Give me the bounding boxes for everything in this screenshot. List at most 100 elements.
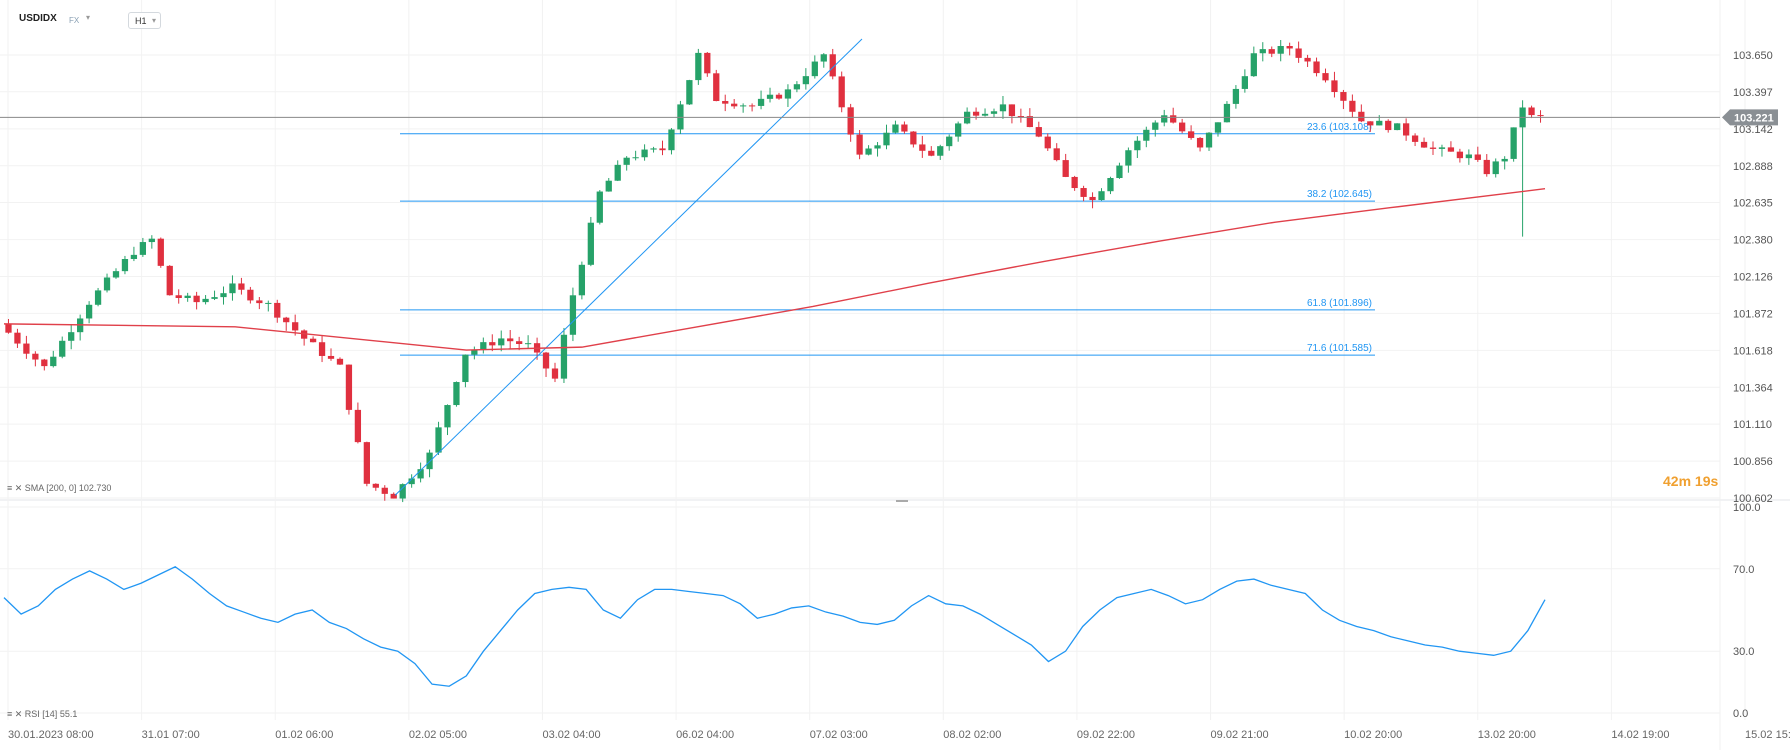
- candle-body: [1232, 88, 1240, 104]
- y-tick-label: 102.635: [1733, 198, 1773, 210]
- candle-body: [524, 343, 532, 345]
- candle-body: [569, 295, 577, 335]
- candle-body: [1402, 123, 1410, 136]
- x-tick-label: 03.02 04:00: [542, 729, 600, 741]
- chevron-down-icon: ▾: [151, 16, 156, 25]
- candle-body: [1465, 154, 1472, 159]
- candle-body: [1322, 73, 1329, 81]
- candle-body: [713, 73, 720, 102]
- indicator-menu-icon[interactable]: ≡ ✕: [7, 483, 25, 493]
- candle-body: [668, 129, 675, 151]
- y-tick-label: 101.364: [1733, 382, 1773, 394]
- candle-body: [121, 259, 129, 272]
- candle-body: [883, 132, 890, 146]
- candle-body: [1474, 154, 1481, 160]
- candle-body: [1438, 147, 1446, 149]
- candle-body: [1179, 122, 1186, 132]
- candle-body: [1205, 132, 1213, 148]
- candle-body: [802, 76, 809, 85]
- candle-body: [578, 264, 586, 296]
- trendline: [394, 38, 863, 496]
- candle-body: [23, 343, 30, 354]
- candle-body: [444, 405, 451, 428]
- candle-body: [354, 409, 362, 443]
- candle-body: [1367, 121, 1374, 126]
- x-tick-label: 31.01 07:00: [142, 729, 200, 741]
- x-tick-label: 30.01.2023 08:00: [8, 729, 94, 741]
- candle-body: [1134, 140, 1141, 151]
- rsi-tick-label: 70.0: [1733, 564, 1754, 576]
- candle-body: [659, 148, 666, 151]
- candle-body: [417, 469, 424, 479]
- candle-body: [1223, 103, 1231, 123]
- candle-countdown: 42m 19s: [1663, 473, 1719, 489]
- candle-body: [981, 113, 989, 116]
- candle-body: [265, 302, 272, 304]
- trendline-anchor: [4, 0, 1098, 33]
- candle-body: [596, 191, 603, 223]
- candle-body: [175, 295, 182, 299]
- market-label: FX: [69, 16, 80, 25]
- candle-body: [1071, 176, 1078, 189]
- candle-body: [874, 145, 881, 149]
- candle-body: [1170, 115, 1177, 123]
- candle-body: [731, 103, 738, 107]
- candle-body: [1483, 159, 1490, 175]
- candle-body: [85, 304, 93, 319]
- fibonacci-level-label: 71.6 (101.585): [1307, 343, 1372, 354]
- y-tick-label: 100.602: [1733, 493, 1773, 505]
- candle-body: [50, 356, 57, 367]
- rsi-tick-label: 0.0: [1733, 708, 1748, 720]
- candle-body: [829, 54, 836, 77]
- candle-body: [910, 131, 917, 145]
- candle-body: [757, 98, 765, 106]
- candle-body: [1429, 147, 1437, 149]
- candle-body: [1313, 61, 1320, 74]
- candle-body: [507, 338, 514, 342]
- rsi-label: RSI [14] 55.1: [24, 709, 78, 719]
- symbol-label[interactable]: USDIDX: [19, 13, 57, 24]
- indicator-menu-icon[interactable]: ≡ ✕: [7, 709, 25, 719]
- y-tick-label: 102.380: [1733, 235, 1773, 247]
- candle-body: [327, 355, 335, 359]
- symbol-dropdown-icon[interactable]: ▾: [86, 13, 91, 22]
- fibonacci-level-label: 23.6 (103.108): [1307, 122, 1372, 133]
- candle-body: [1116, 165, 1123, 179]
- candle-body: [1510, 127, 1517, 159]
- candle-body: [157, 238, 164, 266]
- candle-body: [919, 144, 926, 151]
- y-tick-label: 102.888: [1733, 161, 1773, 173]
- candle-body: [1456, 151, 1464, 159]
- candle-body: [1259, 49, 1266, 54]
- candle-body: [937, 146, 944, 156]
- sma-legend[interactable]: ≡ ✕ SMA [200, 0] 102.730: [7, 483, 111, 494]
- candle-body: [130, 254, 138, 260]
- candle-body: [972, 111, 980, 116]
- candle-body: [748, 105, 756, 107]
- candle-body: [292, 322, 299, 331]
- rsi-tick-label: 30.0: [1733, 646, 1754, 658]
- candle-body: [1250, 53, 1257, 77]
- candle-body: [1411, 135, 1419, 142]
- candle-body: [211, 297, 218, 299]
- pane-resize-handle: [896, 500, 908, 502]
- y-tick-label: 103.142: [1733, 124, 1773, 136]
- candle-body: [41, 359, 48, 367]
- candle-body: [1286, 46, 1293, 49]
- timeframe-select[interactable]: H1 ▾: [128, 12, 161, 29]
- x-tick-label: 10.02 20:00: [1344, 729, 1402, 741]
- candle-body: [166, 265, 173, 296]
- candle-body: [1349, 100, 1356, 112]
- candle-body: [68, 332, 75, 341]
- candle-body: [551, 368, 559, 379]
- candle-body: [1062, 160, 1069, 177]
- rsi-legend[interactable]: ≡ ✕ RSI [14] 55.1: [7, 709, 77, 720]
- candle-body: [1017, 116, 1025, 118]
- candle-body: [462, 354, 469, 383]
- candle-body: [238, 283, 245, 290]
- candle-body: [59, 340, 66, 357]
- x-tick-label: 13.02 20:00: [1478, 729, 1536, 741]
- candle-body: [193, 295, 200, 303]
- candle-body: [32, 353, 39, 360]
